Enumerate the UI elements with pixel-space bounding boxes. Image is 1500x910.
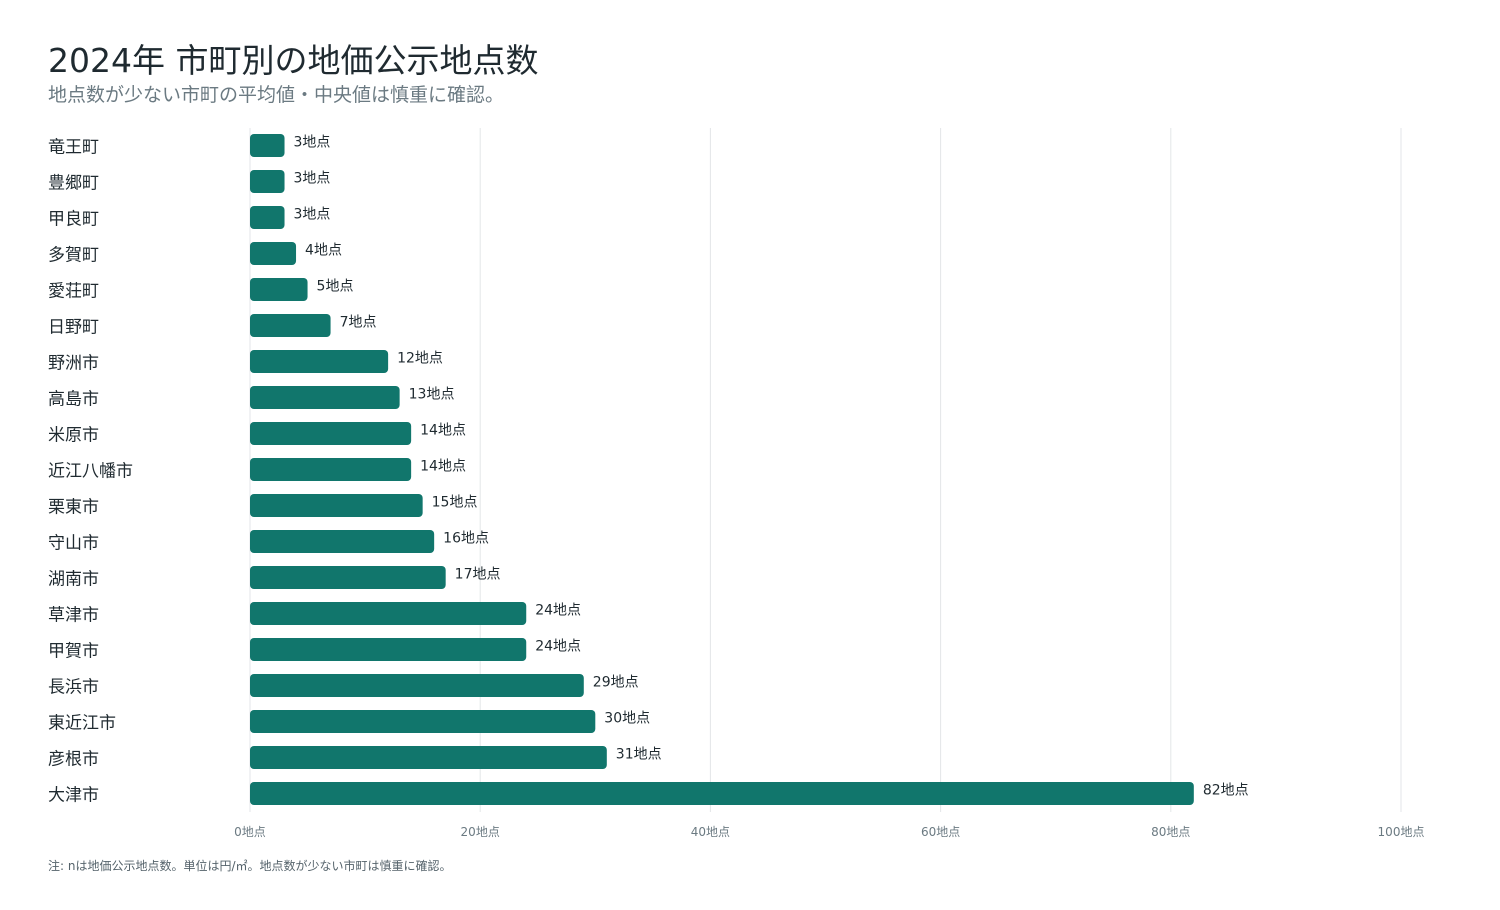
- value-label-甲賀市: 24地点: [535, 639, 581, 655]
- tick-label-20: 20地点: [461, 825, 500, 839]
- value-label-湖南市: 17地点: [455, 567, 501, 583]
- category-label-米原市: 米原市: [48, 426, 99, 446]
- category-label-大津市: 大津市: [48, 786, 99, 806]
- x-axis-ticks: 0地点 20地点 40地点 60地点 80地点 100地点: [234, 825, 1424, 839]
- category-label-竜王町: 竜王町: [48, 138, 99, 158]
- value-label-長浜市: 29地点: [593, 675, 639, 691]
- category-label-愛荘町: 愛荘町: [48, 282, 99, 302]
- bar-大津市: [250, 782, 1194, 805]
- category-label-甲賀市: 甲賀市: [48, 642, 99, 662]
- bar-彦根市: [250, 746, 607, 769]
- value-label-竜王町: 3地点: [294, 135, 331, 151]
- value-label-草津市: 24地点: [535, 603, 581, 619]
- category-label-豊郷町: 豊郷町: [48, 174, 99, 194]
- tick-label-80: 80地点: [1151, 825, 1190, 839]
- category-label-守山市: 守山市: [48, 534, 99, 554]
- bars: [250, 134, 1194, 805]
- bar-野洲市: [250, 350, 389, 373]
- bar-多賀町: [250, 242, 297, 265]
- bar-栗東市: [250, 494, 423, 517]
- chart-subtitle: 地点数が少ない市町の平均値・中央値は慎重に確認。: [48, 84, 505, 106]
- category-label-長浜市: 長浜市: [48, 678, 99, 698]
- bar-東近江市: [250, 710, 596, 733]
- bar-甲賀市: [250, 638, 527, 661]
- value-label-甲良町: 3地点: [294, 207, 331, 223]
- value-label-日野町: 7地点: [340, 315, 377, 331]
- bar-豊郷町: [250, 170, 285, 193]
- chart-title: 2024年 市町別の地価公示地点数: [48, 41, 539, 80]
- category-label-湖南市: 湖南市: [48, 570, 99, 590]
- category-labels: 竜王町豊郷町甲良町多賀町愛荘町日野町野洲市高島市米原市近江八幡市栗東市守山市湖南…: [48, 138, 133, 806]
- bar-愛荘町: [250, 278, 308, 301]
- category-label-近江八幡市: 近江八幡市: [48, 462, 133, 482]
- footnote: 注: nは地価公示地点数。単位は円/㎡。地点数が少ない市町は慎重に確認。: [48, 859, 452, 873]
- category-label-野洲市: 野洲市: [48, 354, 99, 374]
- tick-label-0: 0地点: [234, 825, 266, 839]
- value-label-米原市: 14地点: [420, 423, 466, 439]
- bar-日野町: [250, 314, 331, 337]
- tick-label-100: 100地点: [1378, 825, 1425, 839]
- value-label-守山市: 16地点: [443, 531, 489, 547]
- value-label-大津市: 82地点: [1203, 783, 1249, 799]
- bar-米原市: [250, 422, 412, 445]
- category-label-多賀町: 多賀町: [48, 246, 99, 266]
- bar-草津市: [250, 602, 527, 625]
- value-label-栗東市: 15地点: [432, 495, 478, 511]
- tick-label-60: 60地点: [921, 825, 960, 839]
- value-label-野洲市: 12地点: [397, 351, 443, 367]
- value-label-高島市: 13地点: [409, 387, 455, 403]
- value-label-豊郷町: 3地点: [294, 171, 331, 187]
- tick-label-40: 40地点: [691, 825, 730, 839]
- bar-甲良町: [250, 206, 285, 229]
- value-label-近江八幡市: 14地点: [420, 459, 466, 475]
- category-label-草津市: 草津市: [48, 606, 99, 626]
- value-label-多賀町: 4地点: [305, 243, 342, 259]
- category-label-彦根市: 彦根市: [48, 750, 99, 770]
- category-label-栗東市: 栗東市: [48, 498, 99, 518]
- bar-高島市: [250, 386, 400, 409]
- bar-近江八幡市: [250, 458, 412, 481]
- bar-守山市: [250, 530, 435, 553]
- value-label-彦根市: 31地点: [616, 747, 662, 763]
- bar-chart: 竜王町豊郷町甲良町多賀町愛荘町日野町野洲市高島市米原市近江八幡市栗東市守山市湖南…: [48, 128, 1424, 839]
- category-label-日野町: 日野町: [48, 318, 99, 338]
- bar-湖南市: [250, 566, 446, 589]
- category-label-甲良町: 甲良町: [48, 210, 99, 230]
- bar-竜王町: [250, 134, 285, 157]
- category-label-高島市: 高島市: [48, 390, 99, 410]
- value-label-愛荘町: 5地点: [317, 279, 354, 295]
- value-labels: 3地点 3地点 3地点 4地点 5地点 7地点 12地点 13地点 14地点 14地点 15地点 16…: [294, 135, 1249, 799]
- bar-長浜市: [250, 674, 584, 697]
- category-label-東近江市: 東近江市: [48, 714, 116, 734]
- value-label-東近江市: 30地点: [604, 711, 650, 727]
